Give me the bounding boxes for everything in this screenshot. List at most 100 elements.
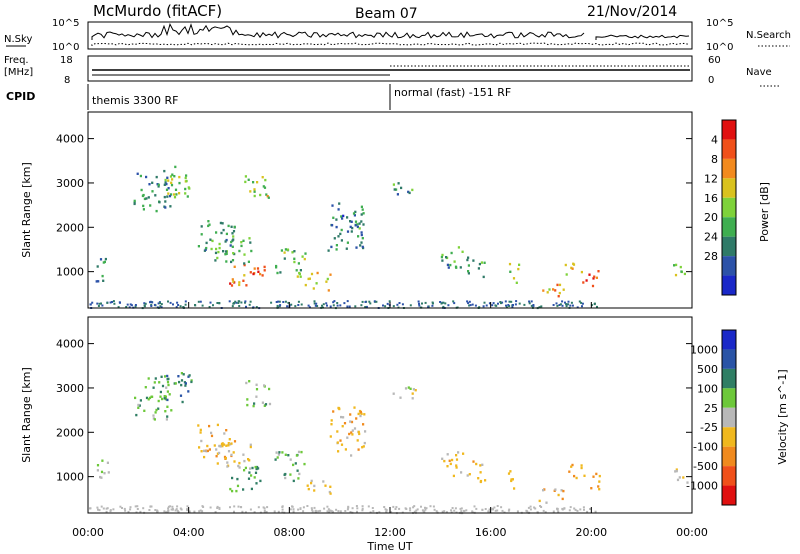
power-echo-cell [155, 175, 158, 179]
cpid-segment-2: normal (fast) -151 RF [394, 86, 511, 99]
power-echo-cell [231, 259, 235, 262]
velocity-ground-cell [149, 505, 152, 508]
power-echo-cell [142, 193, 145, 197]
nsky-panel: N.Sky 10^5 10^0 10^5 10^0 N.Search [4, 18, 791, 53]
power-ground-cell [197, 300, 200, 303]
velocity-ground-cell [136, 508, 139, 510]
power-ground-cell [106, 301, 109, 304]
velocity-ground-cell [105, 507, 108, 510]
power-echo-cell [227, 224, 230, 228]
power-echo-cell [335, 244, 338, 247]
velocity-echo-cell [166, 390, 169, 393]
velocity-echo-cell [484, 479, 487, 482]
power-echo-cell [204, 248, 207, 251]
velocity-echo-cell [598, 474, 601, 478]
velocity-echo-cell [570, 465, 573, 468]
power-echo-cell [211, 239, 214, 243]
power-ground-cell [248, 303, 251, 306]
velocity-ground-cell [306, 505, 309, 507]
velocity-echo-cell [349, 413, 352, 416]
velocity-echo-cell [300, 450, 303, 454]
power-ground-cell [431, 304, 434, 307]
velocity-echo-cell [178, 380, 181, 384]
velocity-ground-cell [339, 510, 342, 513]
velocity-ground-cell [319, 509, 322, 512]
velocity-echo-cell [255, 482, 258, 485]
velocity-echo-cell [225, 444, 228, 447]
velocity-echo-cell [254, 471, 258, 474]
power-colorbar-swatches: 4 8 12 16 20 24 28 [704, 119, 737, 296]
power-echo-cell [170, 193, 173, 196]
velocity-ground-cell [166, 510, 169, 513]
velocity-ground-cell [475, 507, 478, 510]
velocity-echo-cell [414, 389, 417, 392]
station-title: McMurdo (fitACF) [93, 2, 222, 20]
power-echo-cell [217, 250, 220, 254]
power-echo-cell [304, 252, 307, 255]
velocity-echo-cell [255, 388, 259, 391]
power-echo-cell [580, 270, 583, 274]
power-colorbar-tick: 8 [711, 153, 718, 166]
power-ground-cell [270, 301, 273, 304]
power-echo-cell [558, 291, 561, 295]
power-ground-cell [167, 300, 169, 303]
power-echo-cell [171, 178, 174, 181]
power-echo-cell [185, 174, 188, 177]
velocity-echo-cell [362, 423, 365, 426]
power-ground-cell [364, 306, 367, 308]
velocity-echo-cell [510, 479, 513, 483]
velocity-ground-cell [453, 509, 456, 512]
velocity-ground-cell [425, 507, 428, 510]
velocity-echo-cell [103, 472, 106, 475]
velocity-ground-cell [576, 509, 579, 512]
velocity-echo-cell [676, 478, 680, 482]
velocity-ground-cell [198, 510, 201, 513]
velocity-echo-cell [106, 461, 109, 464]
velocity-ground-cell [98, 509, 101, 512]
nsearch-line [91, 42, 689, 46]
power-echo-cell [674, 273, 678, 277]
power-ground-cell [518, 302, 521, 305]
velocity-echo-cell [443, 459, 446, 463]
velocity-echo-cell [268, 387, 271, 391]
velocity-echo-cell [147, 398, 150, 401]
velocity-echo-cell [261, 401, 264, 404]
power-echo-cell [173, 193, 176, 196]
velocity-echo-cell [339, 439, 342, 442]
power-echo-cell [359, 244, 362, 247]
velocity-ground-cell [356, 510, 358, 513]
velocity-echo-cell [210, 434, 214, 438]
power-echo-cell [170, 181, 173, 184]
velocity-echo-cell [313, 489, 316, 492]
power-ground-cell [176, 301, 179, 304]
power-echo-cell [253, 188, 256, 191]
power-ground-cell [160, 303, 163, 306]
power-ground-cell [346, 305, 349, 308]
velocity-echo-cell [568, 470, 571, 473]
power-plot-frame [87, 111, 693, 309]
power-ground-cell [290, 303, 293, 306]
power-echo-cell [243, 253, 246, 256]
velocity-echo-cell [328, 490, 331, 494]
power-echo-cell [673, 264, 676, 267]
power-ground-cell [417, 300, 420, 303]
velocity-ground-cell [201, 505, 204, 508]
velocity-echo-cell [184, 384, 187, 387]
velocity-ytick-label: 3000 [56, 382, 84, 395]
power-ground-cell [201, 304, 204, 307]
power-ground-cell [565, 303, 568, 306]
power-y-axis: 1000 2000 3000 4000 [56, 133, 693, 308]
power-ground-cell [373, 300, 376, 303]
velocity-echo-cell [313, 484, 316, 488]
power-panel: 1000 2000 3000 4000 Slant Range [km] [20, 111, 693, 310]
power-ground-cell [505, 306, 508, 309]
power-echo-cell [337, 208, 340, 211]
velocity-ground-cell [326, 510, 329, 513]
velocity-ground-cell [216, 505, 219, 508]
velocity-echo-cell [686, 481, 689, 484]
power-echo-cell [441, 253, 444, 257]
velocity-ground-cell [142, 507, 145, 510]
power-ground-cell [453, 302, 456, 305]
velocity-ground-cell [106, 507, 109, 510]
power-echo-cell [295, 269, 298, 272]
